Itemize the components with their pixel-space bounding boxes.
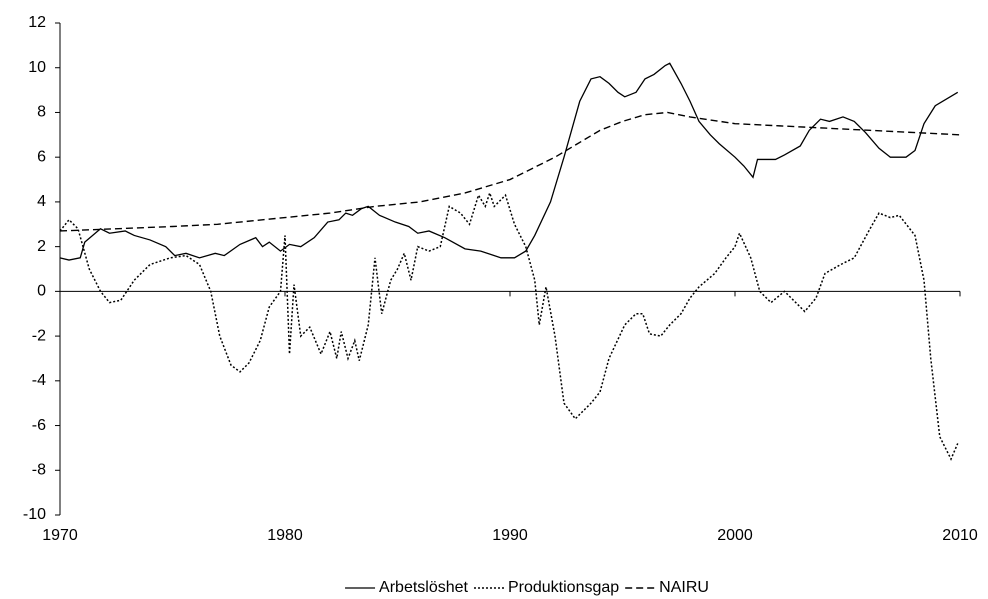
y-tick-label: -2 [32,327,46,344]
series-line [59,62,959,261]
y-tick-label: 2 [37,238,46,255]
y-tick-label: 0 [37,283,46,300]
legend-label: Produktionsgap [508,579,619,596]
y-tick-label: -10 [23,506,46,523]
y-tick-label: -4 [32,372,46,389]
y-tick-label: -6 [32,417,46,434]
legend-label: NAIRU [659,579,709,596]
y-tick-label: 10 [28,59,46,76]
x-tick-label: 1970 [42,527,78,544]
y-tick-label: 8 [37,104,46,121]
y-tick-label: 12 [28,14,46,31]
y-tick-label: -8 [32,461,46,478]
legend-label: Arbetslöshet [379,579,468,596]
x-tick-label: 2010 [942,527,978,544]
series-line [59,111,961,232]
x-tick-label: 2000 [717,527,753,544]
y-tick-label: 6 [37,148,46,165]
x-tick-label: 1980 [267,527,303,544]
y-tick-label: 4 [37,193,46,210]
x-tick-label: 1990 [492,527,528,544]
series-line [59,190,959,461]
